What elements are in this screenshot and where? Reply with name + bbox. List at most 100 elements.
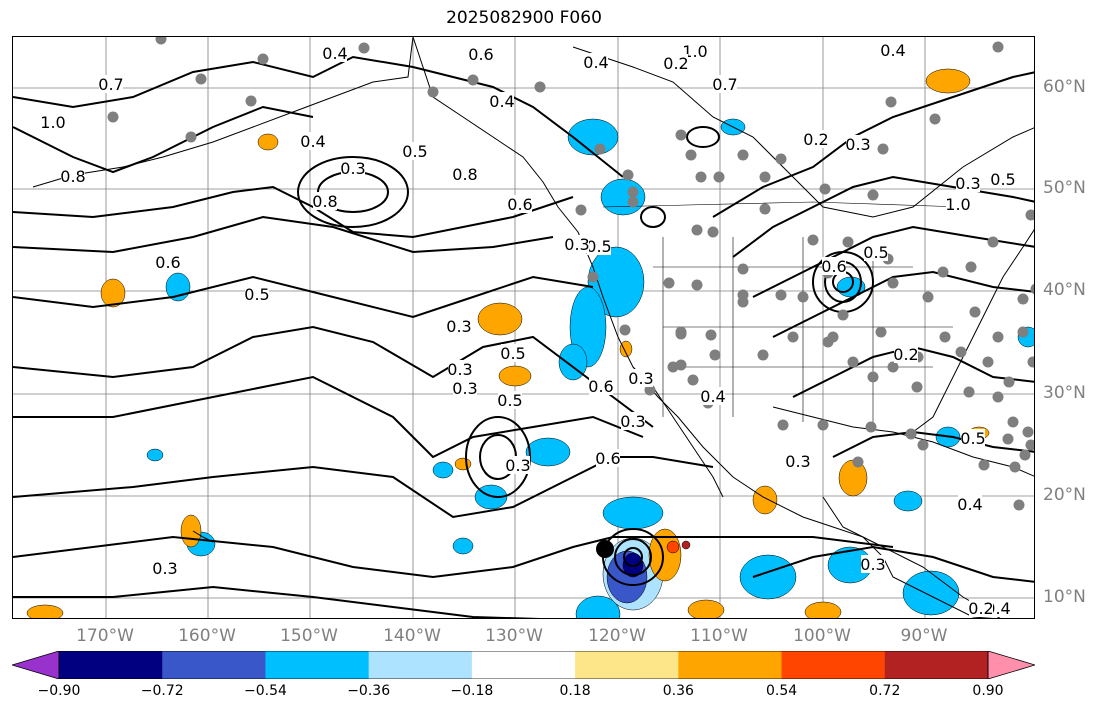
station-dot — [911, 381, 923, 393]
colorbar-left-arrow — [12, 651, 60, 679]
contour-ring — [297, 156, 409, 228]
contour-label-bg — [846, 135, 870, 153]
station-dot — [875, 326, 887, 338]
lat-label: 60°N — [1043, 77, 1086, 97]
station-dot — [185, 131, 197, 143]
contour-label-bg — [156, 253, 180, 271]
contour-line — [13, 215, 554, 254]
anomaly-patch — [838, 459, 868, 497]
station-dot — [865, 421, 877, 433]
station-dot — [775, 153, 787, 165]
colorbar-segment — [265, 651, 370, 679]
station-dot — [667, 361, 679, 373]
contour-label-bg — [584, 53, 608, 71]
contour-label-bg — [453, 165, 477, 183]
contour-label: 0.3 — [785, 452, 810, 471]
station-dot — [969, 306, 981, 318]
station-dot — [1003, 376, 1015, 388]
coastline — [822, 496, 1001, 618]
station-dot — [257, 53, 269, 65]
contour-label-bg — [501, 344, 525, 362]
contour-line — [13, 456, 714, 519]
anomaly-patch — [257, 133, 279, 151]
map-canvas: 1.00.80.70.40.60.50.30.80.50.30.40.80.60… — [13, 37, 1034, 618]
contour-line — [772, 270, 1034, 338]
contour-label: 1.0 — [682, 42, 707, 61]
station-dot — [992, 391, 1004, 403]
contour-line — [13, 325, 654, 428]
station-dot — [1030, 283, 1034, 295]
colorbar-tick-label: 0.72 — [869, 683, 901, 699]
station-dot — [937, 266, 949, 278]
contour-label: 0.5 — [497, 391, 522, 410]
contour-label: 0.5 — [586, 237, 611, 256]
contour-label-bg — [565, 235, 589, 253]
state-border — [602, 201, 964, 208]
colorbar-frame — [58, 651, 989, 679]
contour-label: 0.5 — [990, 170, 1015, 189]
contour-label: 1.0 — [40, 113, 65, 132]
anomaly-patch — [804, 601, 842, 618]
contour-label-bg — [589, 377, 613, 395]
contour-lines — [13, 55, 1034, 618]
contour-label: 0.6 — [588, 377, 613, 396]
anomaly-patch — [602, 496, 664, 530]
station-dot — [1025, 209, 1034, 221]
station-markers — [107, 37, 1034, 558]
contour-label: 0.8 — [60, 167, 85, 186]
anomaly-patch — [902, 570, 960, 616]
station-dot — [1013, 499, 1025, 511]
anomaly-patch — [739, 554, 797, 600]
station-dot — [837, 309, 849, 321]
station-dot — [842, 236, 854, 248]
station-dot — [1017, 326, 1029, 338]
anomaly-patch — [619, 340, 633, 358]
colorbar-segment — [162, 651, 266, 679]
contour-label-bg — [498, 391, 522, 409]
contour-label-bg — [99, 75, 123, 93]
station-dot — [107, 111, 119, 123]
anomaly-patch — [100, 278, 126, 308]
station-dot — [691, 279, 703, 291]
chart-title: 2025082900 F060 — [446, 8, 602, 28]
colorbar-segment — [471, 651, 576, 679]
contour-label: 0.3 — [628, 369, 653, 388]
contour-label: 0.4 — [957, 495, 982, 514]
anomaly-patch — [498, 365, 532, 387]
anomaly-patch — [26, 604, 64, 618]
station-dot — [627, 196, 639, 208]
anomaly-patch — [575, 595, 621, 618]
contour-label: 0.3 — [447, 360, 472, 379]
contour-label: 0.5 — [402, 142, 427, 161]
station-dot — [695, 171, 707, 183]
station-dot — [939, 331, 951, 343]
contour-label-bg — [991, 170, 1015, 188]
anomaly-patch — [432, 461, 454, 479]
contour-label-bg — [313, 192, 337, 210]
contour-labels: 1.00.80.70.40.60.50.30.80.50.30.40.80.60… — [40, 41, 1016, 618]
station-dot — [691, 224, 703, 236]
station-dot — [929, 113, 941, 125]
contour-label-bg — [629, 369, 653, 387]
contour-label-bg — [506, 456, 530, 474]
contour-line — [13, 585, 540, 618]
contour-label: 0.6 — [821, 257, 846, 276]
station-dot — [887, 361, 899, 373]
contour-label: 0.6 — [507, 195, 532, 214]
station-dot — [867, 371, 879, 383]
station-dot — [709, 349, 721, 361]
station-dot — [1007, 416, 1019, 428]
colorbar-tick-label: −0.90 — [37, 683, 81, 699]
anomaly-patch — [681, 540, 691, 550]
lon-label: 160°W — [178, 626, 236, 646]
colorbar-segment — [59, 651, 163, 679]
contour-line — [712, 71, 1034, 218]
contour-ring — [623, 547, 643, 567]
coastline — [772, 406, 1034, 477]
station-dot — [905, 428, 917, 440]
station-dot — [867, 189, 879, 201]
lon-label: 110°W — [690, 626, 748, 646]
contour-label-bg — [958, 495, 982, 513]
station-dot — [737, 296, 749, 308]
contour-label-bg — [448, 360, 472, 378]
